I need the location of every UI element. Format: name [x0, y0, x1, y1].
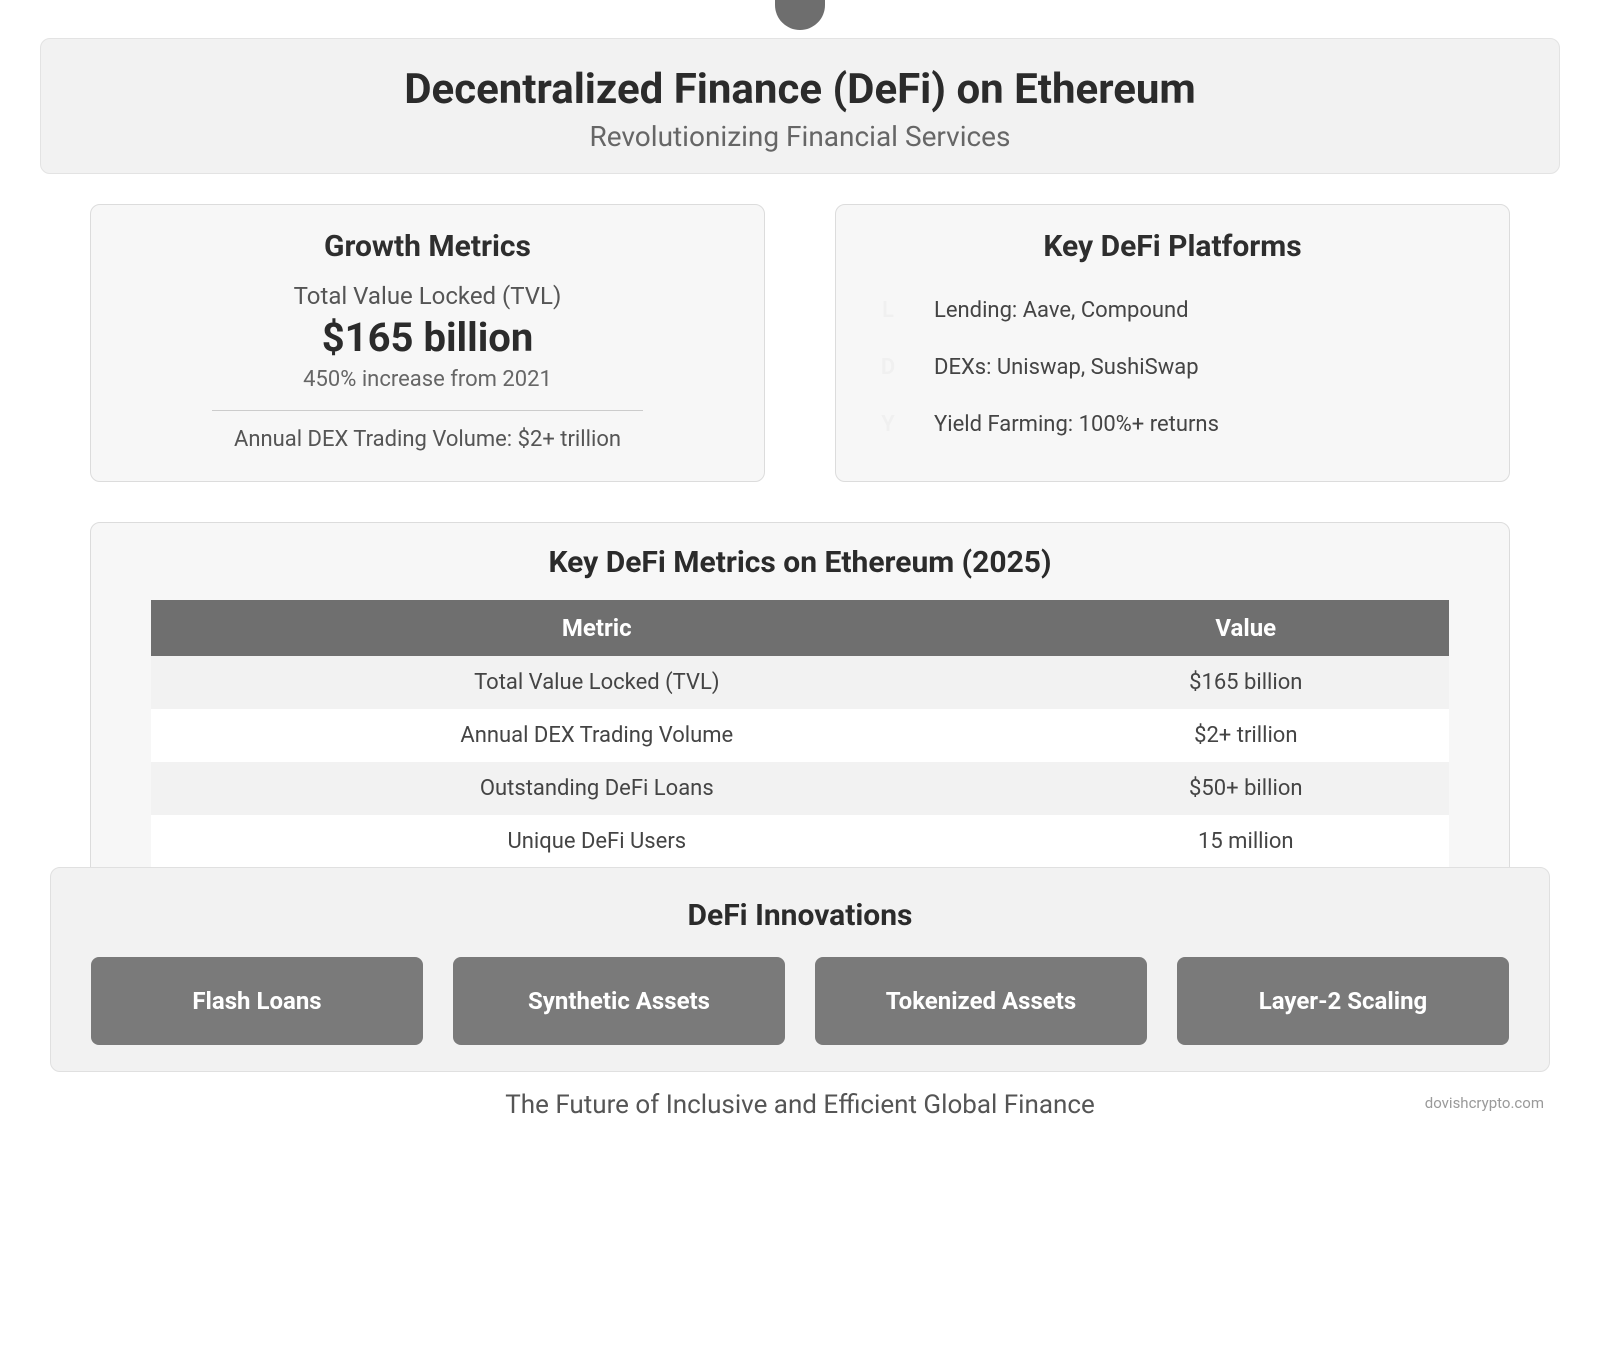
cell-metric: Annual DEX Trading Volume: [151, 709, 1043, 762]
page: Decentralized Finance (DeFi) on Ethereum…: [40, 0, 1560, 1120]
cell-value: $2+ trillion: [1043, 709, 1449, 762]
table-row: Unique DeFi Users 15 million: [151, 815, 1449, 868]
cell-metric: Total Value Locked (TVL): [151, 656, 1043, 709]
platform-letter-icon: Y: [868, 412, 908, 437]
dex-volume: Annual DEX Trading Volume: $2+ trillion: [119, 427, 736, 452]
innovation-pill: Layer-2 Scaling: [1177, 957, 1509, 1045]
innovations-card: DeFi Innovations Flash Loans Synthetic A…: [50, 867, 1550, 1072]
innovation-pill: Flash Loans: [91, 957, 423, 1045]
two-column-row: Growth Metrics Total Value Locked (TVL) …: [40, 204, 1560, 482]
tvl-label: Total Value Locked (TVL): [119, 282, 736, 310]
innovation-pill-row: Flash Loans Synthetic Assets Tokenized A…: [91, 957, 1509, 1045]
metrics-table-heading: Key DeFi Metrics on Ethereum (2025): [151, 545, 1449, 580]
table-row: Total Value Locked (TVL) $165 billion: [151, 656, 1449, 709]
tvl-value: $165 billion: [119, 314, 736, 361]
table-row: Annual DEX Trading Volume $2+ trillion: [151, 709, 1449, 762]
cell-metric: Outstanding DeFi Loans: [151, 762, 1043, 815]
platform-row: L Lending: Aave, Compound: [864, 282, 1481, 339]
platforms-panel: Key DeFi Platforms L Lending: Aave, Comp…: [835, 204, 1510, 482]
platform-row: D DEXs: Uniswap, SushiSwap: [864, 339, 1481, 396]
metrics-table-card: Key DeFi Metrics on Ethereum (2025) Metr…: [90, 522, 1510, 887]
header-card: Decentralized Finance (DeFi) on Ethereum…: [40, 38, 1560, 174]
footer-tagline: The Future of Inclusive and Efficient Gl…: [40, 1090, 1560, 1120]
cell-metric: Unique DeFi Users: [151, 815, 1043, 868]
divider: [212, 410, 644, 411]
watermark: dovishcrypto.com: [1425, 1094, 1544, 1112]
table-header-row: Metric Value: [151, 600, 1449, 656]
platform-text: Yield Farming: 100%+ returns: [934, 412, 1219, 437]
innovations-heading: DeFi Innovations: [91, 898, 1509, 933]
page-title: Decentralized Finance (DeFi) on Ethereum: [61, 65, 1539, 114]
page-subtitle: Revolutionizing Financial Services: [61, 120, 1539, 153]
table-row: Outstanding DeFi Loans $50+ billion: [151, 762, 1449, 815]
growth-heading: Growth Metrics: [119, 229, 736, 264]
platform-text: Lending: Aave, Compound: [934, 298, 1189, 323]
cell-value: $165 billion: [1043, 656, 1449, 709]
cell-value: $50+ billion: [1043, 762, 1449, 815]
tvl-change: 450% increase from 2021: [119, 367, 736, 392]
platform-text: DEXs: Uniswap, SushiSwap: [934, 355, 1199, 380]
innovation-pill: Synthetic Assets: [453, 957, 785, 1045]
platform-letter-icon: L: [868, 298, 908, 323]
metrics-table: Metric Value Total Value Locked (TVL) $1…: [151, 600, 1449, 868]
col-metric: Metric: [151, 600, 1043, 656]
col-value: Value: [1043, 600, 1449, 656]
cell-value: 15 million: [1043, 815, 1449, 868]
platform-letter-icon: D: [868, 355, 908, 380]
platform-row: Y Yield Farming: 100%+ returns: [864, 396, 1481, 453]
platforms-heading: Key DeFi Platforms: [864, 229, 1481, 264]
innovation-pill: Tokenized Assets: [815, 957, 1147, 1045]
top-accent-dot: [775, 0, 825, 30]
growth-metrics-panel: Growth Metrics Total Value Locked (TVL) …: [90, 204, 765, 482]
